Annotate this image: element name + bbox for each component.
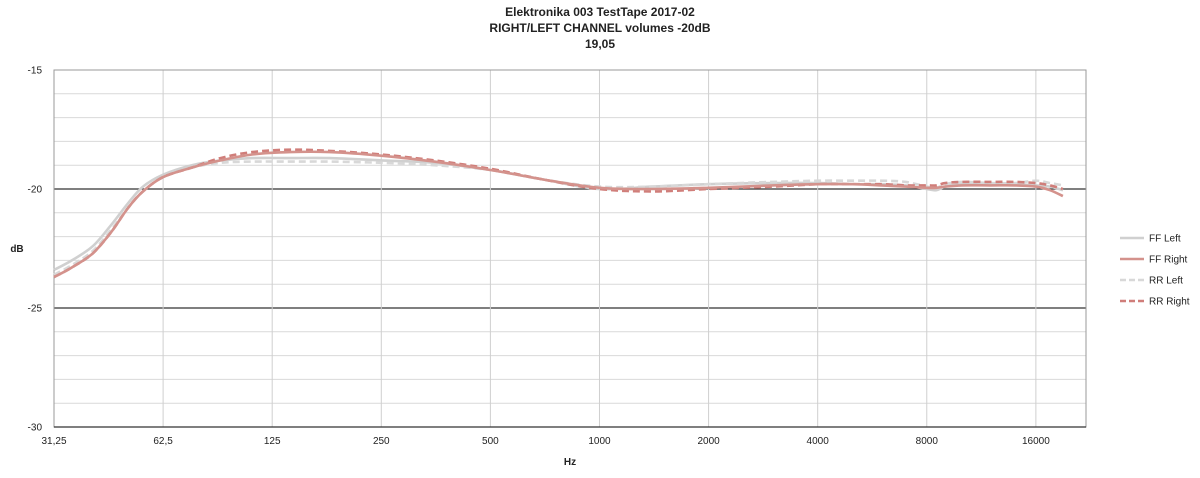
legend-label: RR Left (1149, 276, 1183, 287)
y-axis-title: dB (10, 244, 23, 255)
chart-subtitle: RIGHT/LEFT CHANNEL volumes -20dB (489, 21, 711, 35)
series-line-rr-left (53, 160, 1064, 276)
plot-border (53, 69, 1087, 428)
x-tick-label: 125 (264, 436, 281, 447)
x-tick-label: 250 (373, 436, 390, 447)
y-tick-label: -15 (28, 66, 43, 77)
series-layer (53, 148, 1064, 279)
y-tick-label: -25 (28, 304, 43, 315)
x-axis-title: Hz (564, 457, 576, 468)
legend-label: FF Right (1149, 255, 1188, 266)
x-tick-label: 500 (482, 436, 499, 447)
x-tick-label: 4000 (807, 436, 830, 447)
axis-layer: -15 -20 -25 -30 31,25 62,5 125 250 500 1000 2000 40… (28, 66, 1051, 448)
series-line-ff-right (53, 150, 1064, 279)
x-tick-label: 62,5 (153, 436, 173, 447)
legend: FF Left FF Right RR Left RR Right (1120, 234, 1190, 308)
x-tick-label: 31,25 (41, 436, 66, 447)
chart-subtitle-speed: 19,05 (584, 37, 616, 51)
chart-title-block: Elektronika 003 TestTape 2017-02 RIGHT/L… (0, 4, 1200, 52)
x-tick-label: 2000 (697, 436, 720, 447)
y-tick-label: -30 (28, 423, 43, 434)
x-tick-label: 16000 (1022, 436, 1050, 447)
y-tick-label: -20 (28, 185, 43, 196)
x-tick-label: 1000 (588, 436, 611, 447)
series-line-ff-left (53, 156, 1064, 272)
grid-layer (53, 69, 1087, 428)
legend-label: FF Left (1149, 234, 1181, 245)
series-line-rr-right (53, 148, 1064, 279)
chart-title: Elektronika 003 TestTape 2017-02 (505, 5, 695, 19)
x-tick-label: 8000 (916, 436, 939, 447)
legend-label: RR Right (1149, 297, 1190, 308)
